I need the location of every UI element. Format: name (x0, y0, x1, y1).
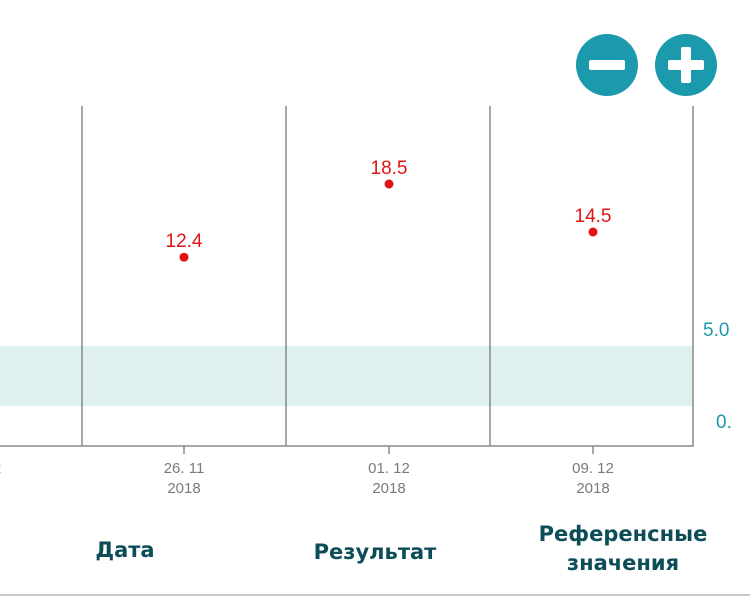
column-header-date[interactable]: Дата (95, 538, 155, 562)
x-ticks (183, 446, 594, 454)
reference-header-line1: Референсные (538, 522, 708, 546)
data-label: 18.5 (371, 158, 408, 179)
data-point[interactable] (588, 227, 598, 237)
x-tick-label-year: 2018 (576, 480, 609, 497)
x-tick-label-year: 2018 (372, 480, 405, 497)
plus-icon (668, 47, 704, 83)
data-points: 12.4 18.5 14.5 (166, 158, 612, 262)
column-header-reference[interactable]: Референсные значения (508, 520, 738, 578)
x-tick-label-year: 2018 (167, 480, 200, 497)
x-tick-labels: 26. 11 2018 01. 12 2018 09. 12 2018 2 (0, 460, 614, 497)
x-tick-label-date: 01. 12 (368, 460, 410, 477)
bottom-divider (0, 594, 750, 596)
x-tick-label-date: 26. 11 (164, 460, 205, 477)
column-header-result[interactable]: Результат (313, 540, 437, 564)
column-dividers (81, 106, 694, 446)
data-label: 12.4 (166, 231, 203, 252)
data-point[interactable] (179, 252, 189, 262)
data-label: 14.5 (575, 206, 612, 227)
x-tick-label-date: 09. 12 (572, 460, 614, 477)
reference-band (0, 346, 693, 406)
reference-header-line2: значения (566, 551, 680, 575)
zoom-in-button[interactable] (655, 34, 717, 96)
x-tick-label-partial: 2 (0, 460, 1, 477)
minus-icon (589, 60, 625, 70)
y-tick-label-top: 5.0 (703, 320, 729, 341)
zoom-out-button[interactable] (576, 34, 638, 96)
y-tick-label-bottom: 0. (716, 412, 732, 433)
data-point[interactable] (384, 179, 394, 189)
